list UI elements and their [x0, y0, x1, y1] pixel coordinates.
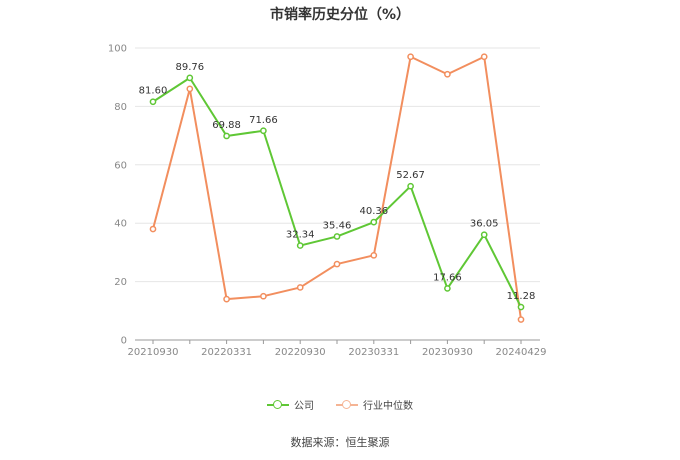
y-tick-label-60: 60: [114, 160, 127, 171]
data-label-20230331: 40.36: [359, 206, 388, 217]
data-point-industry-20221231: [333, 260, 341, 268]
data-point-company-20220930: [296, 242, 304, 249]
chart-title: 市销率历史分位（%）: [269, 7, 411, 23]
x-tick-label-20230331: 20230331: [348, 347, 399, 358]
data-point-company-20221231: [333, 233, 341, 240]
data-point-industry-20220331: [223, 295, 230, 303]
legend-swatch-industry-icon: [336, 399, 358, 410]
data-label-20220630: 71.66: [249, 115, 278, 126]
x-tick-label-20220331: 20220331: [201, 347, 252, 358]
legend-label-industry: 行业中位数: [363, 401, 413, 412]
data-point-industry-20230630: [407, 53, 414, 61]
data-point-company-20211231: [186, 74, 194, 82]
axis-layer: 0 20 40 60 80 100 20210930 20220331 20220930 2023…: [108, 44, 547, 359]
data-label-20220930: 32.34: [286, 230, 315, 241]
data-label-20230930: 17.66: [433, 272, 462, 283]
label-layer: 81.60 89.76 69.88 71.66 32.34 35.46 40.36 52.67…: [139, 62, 536, 302]
data-point-company-20220630: [260, 127, 267, 135]
data-label-20210930: 81.60: [139, 86, 168, 97]
data-point-company-20230930: [444, 285, 451, 292]
data-point-industry-20220930: [296, 284, 304, 291]
data-point-company-20230630: [407, 182, 414, 190]
y-tick-label-100: 100: [108, 44, 127, 55]
data-point-company-20230331: [370, 218, 378, 226]
data-point-industry-20230930: [444, 70, 451, 78]
y-tick-label-0: 0: [121, 336, 127, 347]
data-point-industry-20210930: [149, 225, 157, 233]
legend: 公司 行业中位数: [0, 397, 680, 412]
y-tick-label-20: 20: [114, 277, 127, 288]
data-point-industry-20231231: [480, 53, 488, 61]
data-label-20231231: 36.05: [470, 219, 499, 230]
data-point-company-20220331: [223, 132, 230, 140]
x-tick-label-20220930: 20220930: [275, 347, 326, 358]
y-tick-label-80: 80: [114, 102, 127, 113]
series-line-industry: [152, 55, 522, 320]
series-layer: [149, 53, 525, 323]
data-point-industry-20211231: [186, 85, 194, 93]
x-tick-label-20210930: 20210930: [128, 347, 179, 358]
data-label-20240429: 11.28: [507, 291, 536, 302]
data-point-company-20240429: [517, 303, 525, 311]
legend-swatch-company-icon: [267, 399, 289, 410]
legend-label-company: 公司: [294, 401, 314, 412]
data-label-20230630: 52.67: [396, 170, 425, 181]
source-text: 数据来源：恒生聚源: [290, 436, 390, 449]
x-tick-label-20240429: 20240429: [496, 347, 547, 358]
legend-item-industry[interactable]: 行业中位数: [336, 397, 413, 412]
grid-layer: [135, 47, 540, 283]
y-tick-label-40: 40: [114, 219, 127, 230]
data-point-industry-20240429: [517, 316, 525, 323]
data-label-20220331: 69.88: [212, 120, 241, 131]
data-label-20211231: 89.76: [175, 62, 204, 73]
data-point-company-20210930: [149, 98, 157, 106]
data-label-20221231: 35.46: [323, 220, 352, 231]
data-point-company-20231231: [480, 231, 488, 239]
x-tick-label-20230930: 20230930: [422, 347, 473, 358]
data-point-industry-20220630: [260, 292, 267, 300]
legend-item-company[interactable]: 公司: [267, 397, 314, 412]
data-point-industry-20230331: [370, 251, 378, 259]
